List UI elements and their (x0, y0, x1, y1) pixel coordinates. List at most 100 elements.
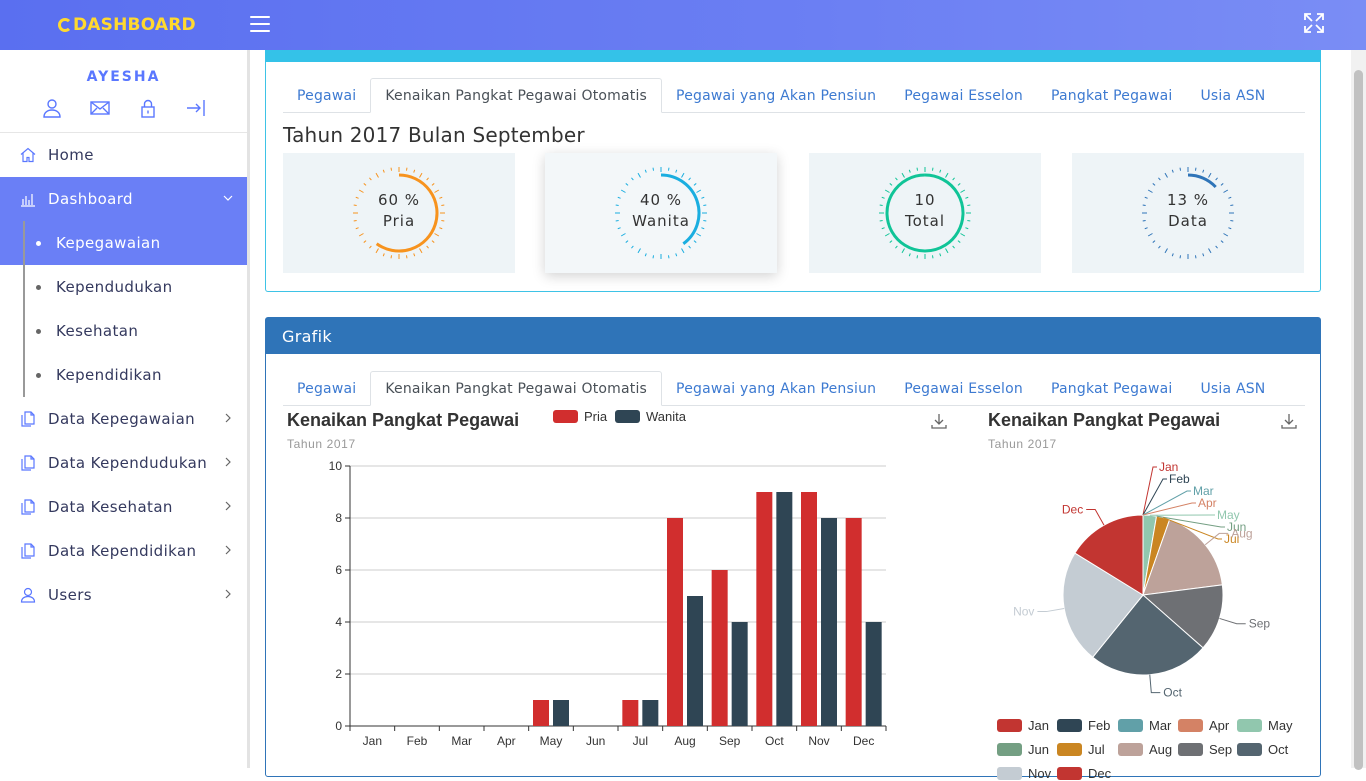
sidebar-item-dashboard[interactable]: Dashboard (0, 177, 247, 221)
sidebar-item-data-kependudukan[interactable]: Data Kependudukan (0, 441, 247, 485)
pie-legend-item-nov[interactable]: Nov (997, 766, 1051, 781)
gauge-tick (406, 168, 407, 171)
pie-legend-item-oct[interactable]: Oct (1237, 742, 1288, 757)
sidebar-item-data-kepegawaian[interactable]: Data Kepegawaian (0, 397, 247, 441)
scrollbar-thumb[interactable] (1354, 70, 1363, 770)
download-icon[interactable] (931, 413, 947, 429)
gauge-tick (1221, 241, 1223, 243)
dashboard-submenu: Kepegawaian Kependudukan Kesehatan Kepen… (0, 221, 247, 397)
top-navbar: DASHBOARD (0, 0, 1366, 50)
gauge-tick (668, 168, 669, 171)
bar-pria-aug (667, 518, 683, 726)
stat-card-data: 13 % Data (1072, 153, 1304, 273)
app-logo[interactable]: DASHBOARD (58, 14, 196, 36)
gauge-tick (1172, 253, 1173, 256)
pie-label-line (1143, 467, 1157, 515)
gauge-tick (391, 168, 392, 171)
sidebar-subitem-kependidikan[interactable]: Kependidikan (0, 353, 247, 397)
menu-toggle-icon[interactable] (250, 14, 270, 34)
mail-icon[interactable] (90, 98, 110, 118)
pie-legend-item-may[interactable]: May (1237, 718, 1293, 733)
sidebar-item-data-kesehatan[interactable]: Data Kesehatan (0, 485, 247, 529)
sidebar-subitem-kesehatan[interactable]: Kesehatan (0, 309, 247, 353)
tab-esselon[interactable]: Pegawai Esselon (890, 78, 1037, 113)
pie-legend-item-jun[interactable]: Jun (997, 742, 1049, 757)
pie-legend-item-aug[interactable]: Aug (1118, 742, 1172, 757)
tab-kenaikan-pangkat[interactable]: Kenaikan Pangkat Pegawai Otomatis (370, 78, 662, 113)
tab-pangkat[interactable]: Pangkat Pegawai (1037, 371, 1186, 406)
sidebar-item-label: Data Kesehatan (48, 498, 173, 516)
legend-item-wanita[interactable]: Wanita (615, 409, 686, 424)
pie-legend-item-feb[interactable]: Feb (1057, 718, 1110, 733)
gauge-tick (946, 173, 949, 177)
gauge-tick (961, 234, 965, 237)
sidebar-subitem-kepegawaian[interactable]: Kepegawaian (0, 221, 247, 265)
x-tick-label: Jul (633, 734, 648, 748)
gauge-tick (1153, 183, 1155, 185)
pie-label: Sep (1249, 617, 1271, 631)
download-icon[interactable] (1281, 413, 1297, 429)
pie-legend-item-jul[interactable]: Jul (1057, 742, 1105, 757)
legend-item-pria[interactable]: Pria (553, 409, 607, 424)
x-tick-label: Sep (719, 734, 741, 748)
sidebar-subitem-kependudukan[interactable]: Kependudukan (0, 265, 247, 309)
pie-label: Oct (1163, 686, 1182, 700)
pie-legend-item-sep[interactable]: Sep (1178, 742, 1232, 757)
pie-label-line (1143, 491, 1191, 515)
legend-swatch (1057, 719, 1082, 732)
bar-pria-dec (846, 518, 862, 726)
gauge-tick (909, 170, 910, 173)
gauge-tick (1216, 246, 1218, 248)
gauge-tick (369, 178, 371, 180)
gauge-tick (1180, 168, 1181, 171)
sidebar-item-label: Data Kependudukan (48, 454, 207, 472)
bullet-icon (36, 241, 41, 246)
gauge-tick (645, 253, 646, 256)
tab-pegawai[interactable]: Pegawai (283, 78, 370, 113)
chevron-right-icon (223, 457, 233, 467)
panel-header-strip (265, 50, 1321, 62)
bar-pria-jul (622, 700, 638, 726)
pie-legend-item-apr[interactable]: Apr (1178, 718, 1229, 733)
file-icon (20, 411, 36, 427)
gauge-tick (406, 255, 407, 258)
profile-icon[interactable] (42, 98, 62, 118)
legend-label: Apr (1209, 718, 1229, 733)
chevron-right-icon (223, 589, 233, 599)
bar-wanita-aug (687, 596, 703, 726)
pie-legend-item-dec[interactable]: Dec (1057, 766, 1111, 781)
sidebar-item-label: Kesehatan (56, 322, 138, 340)
lock-icon[interactable] (138, 98, 158, 118)
page-scrollbar[interactable] (1351, 50, 1366, 768)
gauge-tick (414, 170, 415, 173)
gauge-tick (1195, 168, 1196, 171)
legend-label: Pria (584, 409, 607, 424)
y-tick-label: 10 (329, 459, 343, 473)
pie-legend-item-jan[interactable]: Jan (997, 718, 1049, 733)
logout-icon[interactable] (186, 98, 206, 118)
bar-pria-nov (801, 492, 817, 726)
gauge-tick (909, 253, 910, 256)
gauge-tick (621, 234, 625, 237)
tab-usia-asn[interactable]: Usia ASN (1186, 371, 1279, 406)
gauge-tick (1153, 241, 1155, 243)
fullscreen-icon[interactable] (1303, 12, 1325, 34)
logo-text: DASHBOARD (73, 15, 196, 35)
stat-label: Total (809, 212, 1041, 230)
pie-legend-item-mar[interactable]: Mar (1118, 718, 1171, 733)
tab-usia-asn[interactable]: Usia ASN (1186, 78, 1279, 113)
sidebar-item-data-kependidikan[interactable]: Data Kependidikan (0, 529, 247, 573)
gauge-tick (917, 255, 918, 258)
gauge-tick (1209, 173, 1212, 177)
gauge-tick (682, 249, 685, 253)
stat-value: 10 (809, 191, 1041, 209)
sidebar-item-home[interactable]: Home (0, 133, 247, 177)
user-icon (20, 587, 36, 603)
sidebar-item-label: Dashboard (48, 190, 133, 208)
pie-slice-nov (1063, 553, 1143, 657)
x-tick-label: Jun (586, 734, 605, 748)
tab-pensiun[interactable]: Pegawai yang Akan Pensiun (662, 78, 890, 113)
logo-icon (58, 18, 72, 32)
tab-pangkat[interactable]: Pangkat Pegawai (1037, 78, 1186, 113)
sidebar-item-users[interactable]: Users (0, 573, 247, 617)
